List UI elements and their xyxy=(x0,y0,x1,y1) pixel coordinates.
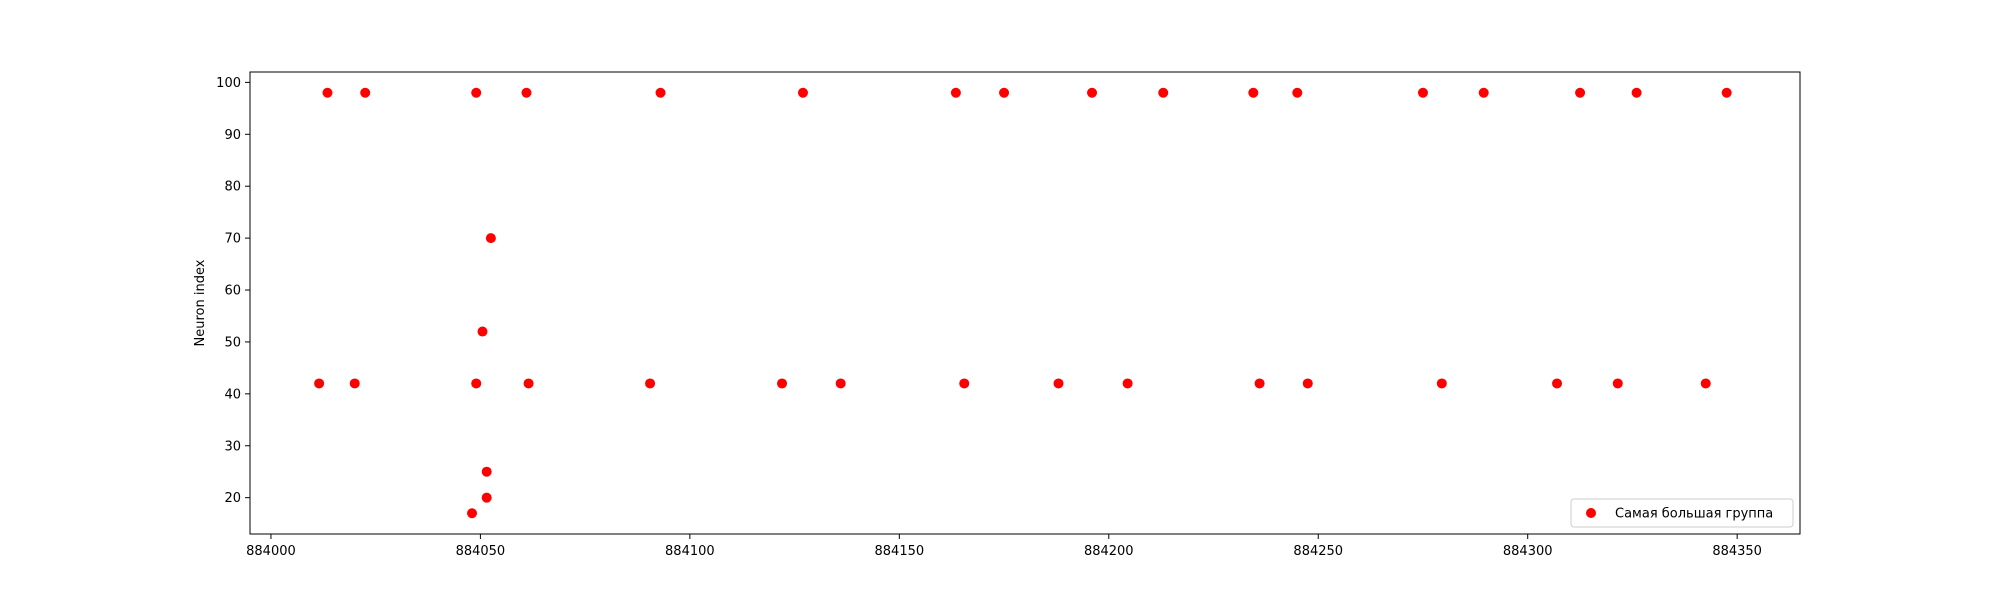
data-point xyxy=(797,87,808,98)
data-point xyxy=(645,378,656,389)
data-point xyxy=(1478,87,1489,98)
data-point xyxy=(471,378,482,389)
legend-box xyxy=(1570,498,1794,528)
data-point xyxy=(360,87,371,98)
data-point xyxy=(655,87,666,98)
y-tick-label: 70 xyxy=(224,232,241,247)
data-point xyxy=(477,326,488,337)
x-tick-label: 884300 xyxy=(1503,544,1553,559)
y-axis-label: Neuron index xyxy=(193,259,208,346)
data-point xyxy=(322,87,333,98)
data-point xyxy=(1292,87,1303,98)
data-point xyxy=(1053,378,1064,389)
legend: Самая большая группа xyxy=(1570,498,1794,528)
data-point xyxy=(950,87,961,98)
y-axis: 20 30 40 50 60 70 80 90 100 xyxy=(216,76,250,506)
y-tick-label: 40 xyxy=(224,387,241,402)
data-point xyxy=(1248,87,1259,98)
data-point xyxy=(1575,87,1586,98)
data-point xyxy=(835,378,846,389)
data-point xyxy=(1700,378,1711,389)
x-tick-label: 884150 xyxy=(875,544,925,559)
data-point xyxy=(777,378,788,389)
data-point xyxy=(314,378,325,389)
data-point xyxy=(521,87,532,98)
data-point xyxy=(1612,378,1623,389)
data-point xyxy=(523,378,534,389)
data-point xyxy=(471,87,482,98)
y-tick-label: 90 xyxy=(224,128,241,143)
x-tick-label: 884200 xyxy=(1084,544,1134,559)
data-point xyxy=(1254,378,1265,389)
data-points xyxy=(314,87,1732,519)
data-point xyxy=(1087,87,1098,98)
data-point xyxy=(959,378,970,389)
data-point xyxy=(1302,378,1313,389)
y-tick-label: 50 xyxy=(224,335,241,350)
y-tick-label: 80 xyxy=(224,180,241,195)
x-tick-label: 884050 xyxy=(456,544,506,559)
plot-area xyxy=(249,71,1801,535)
data-point xyxy=(1552,378,1563,389)
legend-marker xyxy=(1586,508,1596,518)
y-tick-label: 30 xyxy=(224,439,241,454)
data-point xyxy=(1417,87,1428,98)
x-tick-label: 884350 xyxy=(1712,544,1762,559)
y-tick-label: 60 xyxy=(224,284,241,299)
data-point xyxy=(1158,87,1169,98)
data-point xyxy=(485,233,496,244)
legend-label: Самая большая группа xyxy=(1615,507,1773,522)
x-tick-label: 884100 xyxy=(665,544,715,559)
y-tick-label: 100 xyxy=(216,76,241,91)
data-point xyxy=(349,378,360,389)
x-axis: 884000 884050 884100 884150 884200 884250 8843… xyxy=(246,534,1762,559)
data-point xyxy=(999,87,1010,98)
plot-frame xyxy=(249,71,1801,535)
data-point xyxy=(1436,378,1447,389)
y-tick-label: 20 xyxy=(224,491,241,506)
data-point xyxy=(467,508,478,519)
data-point xyxy=(481,492,492,503)
data-point xyxy=(1122,378,1133,389)
data-point xyxy=(1631,87,1642,98)
x-tick-label: 884000 xyxy=(246,544,296,559)
data-point xyxy=(481,466,492,477)
x-tick-label: 884250 xyxy=(1293,544,1343,559)
data-point xyxy=(1721,87,1732,98)
